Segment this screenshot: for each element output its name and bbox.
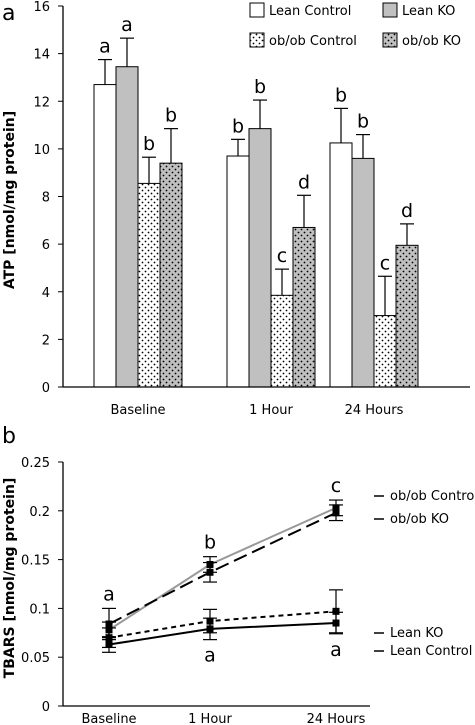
bar-lean-control-1-hour (226, 155, 250, 388)
panel-a: a ATP [nmol/mg protein] 0 2 4 6 8 10 12 14 16 a b… (2, 0, 470, 418)
point-ob-ob-ko-24-hours (332, 509, 340, 517)
panel-a-y-ticks: 0 2 4 6 8 10 12 14 16 (33, 0, 63, 396)
y-tick-label-0: 0 (42, 700, 50, 715)
bar-ob-ob-ko-baseline (159, 162, 183, 388)
bar-ob-ob-ko-24-hours (395, 244, 419, 388)
category-label-baseline: Baseline (110, 403, 165, 418)
point-ob-ob-ko-baseline (105, 620, 113, 628)
sig-label-lean-ko-baseline: a (121, 14, 133, 36)
annotation-2-c: c (331, 475, 341, 497)
legend-label-lean-ko: Lean KO (402, 4, 455, 19)
y-tick-label-0-25: 0.25 (21, 456, 50, 471)
bar-lean-ko-1-hour (248, 128, 272, 388)
line-lean-control (108, 622, 337, 646)
y-tick-label-0-2: 0.2 (29, 505, 50, 520)
y-tick-label-16: 16 (33, 0, 50, 15)
annotation-4-a: a (330, 639, 342, 661)
legend-label-ob-ob-control: ob/ob Control (390, 489, 475, 504)
point-lean-control-1-hour (206, 625, 214, 633)
point-ob-ob-ko-1-hour (206, 568, 214, 576)
category-label-1-hour: 1 Hour (188, 712, 232, 725)
bar-ob-ob-control-baseline (137, 182, 161, 388)
sig-label-ob-ob-control-24-hours: c (380, 252, 390, 274)
panel-b-legend: ob/ob Control ob/ob KO Lean KO Lean Control (374, 489, 475, 659)
point-lean-control-24-hours (332, 619, 340, 627)
legend-label-lean-control: Lean Control (390, 644, 472, 659)
sig-label-lean-control-1-hour: b (232, 115, 244, 137)
legend-label-ob-ob-ko: ob/ob KO (390, 512, 449, 527)
y-tick-label-12: 12 (33, 95, 50, 110)
panel-b-categories: Baseline 1 Hour 24 Hours (81, 712, 365, 725)
bar-ob-ob-control-1-hour (270, 294, 294, 388)
bar-ob-ob-ko-1-hour (292, 226, 316, 388)
annotation-3-a: a (204, 645, 216, 667)
sig-label-ob-ob-ko-24-hours: d (401, 200, 413, 222)
point-lean-ko-24-hours (332, 607, 340, 615)
bar-lean-ko-24-hours (351, 157, 375, 388)
sig-label-lean-ko-24-hours: b (357, 111, 369, 133)
panel-a-categories: Baseline 1 Hour 24 Hours (110, 403, 403, 418)
sig-label-ob-ob-control-baseline: b (143, 133, 155, 155)
y-tick-label-2: 2 (42, 333, 50, 348)
y-tick-label-10: 10 (33, 143, 50, 158)
panel-b-y-axis-label: TBARS [nmol/mg protein] (2, 478, 18, 679)
line-ob-ob-control (108, 506, 337, 631)
y-tick-label-8: 8 (42, 191, 50, 206)
y-tick-label-14: 14 (33, 48, 50, 63)
bar-lean-control-24-hours (329, 142, 353, 388)
legend-label-obob-control: ob/ob Control (269, 34, 357, 49)
y-tick-label-0-15: 0.15 (21, 554, 50, 569)
panel-b-label: b (2, 424, 16, 449)
y-tick-label-6: 6 (42, 238, 50, 253)
panel-b-y-ticks: 0 0.05 0.1 0.15 0.2 0.25 (21, 456, 63, 715)
legend-swatch-obob-ko (382, 32, 398, 48)
panel-b-lines (102, 499, 343, 653)
point-lean-control-baseline (105, 641, 113, 649)
category-label-1-hour: 1 Hour (249, 403, 293, 418)
annotation-1-b: b (204, 532, 216, 554)
sig-label-lean-control-baseline: a (99, 36, 111, 58)
y-tick-label-0: 0 (42, 381, 50, 396)
annotation-0-a: a (103, 583, 115, 605)
legend-swatch-lean-control (249, 2, 265, 18)
panel-a-y-axis-label: ATP [nmol/mg protein] (2, 111, 18, 289)
panel-b: b TBARS [nmol/mg protein] 0 0.05 0.1 0.15 0.… (2, 424, 475, 725)
y-tick-label-4: 4 (42, 286, 50, 301)
panel-a-legend: Lean Control Lean KO ob/ob Control ob/ob… (249, 2, 461, 49)
panel-a-label: a (2, 1, 15, 26)
sig-label-ob-ob-ko-baseline: b (165, 105, 177, 127)
panel-b-annotations: a b c a a (103, 475, 342, 667)
sig-label-ob-ob-control-1-hour: c (277, 245, 287, 267)
bar-lean-ko-baseline (115, 66, 139, 388)
category-label-24-hours: 24 Hours (307, 712, 366, 725)
category-label-24-hours: 24 Hours (345, 403, 404, 418)
legend-label-obob-ko: ob/ob KO (402, 34, 461, 49)
bar-lean-control-baseline (93, 84, 117, 388)
legend-label-lean-ko: Lean KO (390, 626, 443, 641)
legend-swatch-lean-ko (382, 2, 398, 18)
y-tick-label-0-05: 0.05 (21, 651, 50, 666)
y-tick-label-0-1: 0.1 (29, 602, 50, 617)
category-label-baseline: Baseline (81, 712, 136, 725)
legend-swatch-obob-control (249, 32, 265, 48)
sig-label-ob-ob-ko-1-hour: d (298, 171, 310, 193)
bar-ob-ob-control-24-hours (373, 315, 397, 388)
sig-label-lean-control-24-hours: b (335, 84, 347, 106)
legend-label-lean-control: Lean Control (269, 4, 351, 19)
sig-label-lean-ko-1-hour: b (254, 76, 266, 98)
